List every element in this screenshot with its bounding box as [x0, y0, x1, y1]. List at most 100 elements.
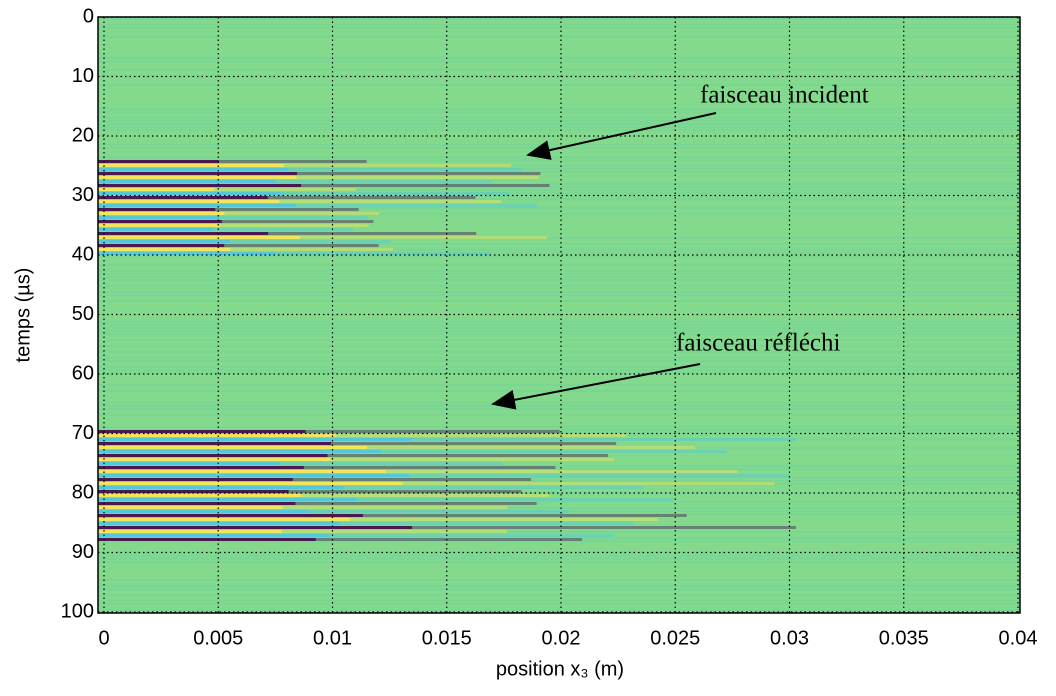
texture-stripe	[350, 518, 659, 521]
texture-stripe	[301, 494, 550, 497]
texture-stripe	[98, 458, 331, 461]
texture-stripe	[98, 160, 219, 163]
texture-stripe	[412, 438, 797, 441]
texture-stripe	[98, 216, 220, 219]
x-tick-label: 0.025	[650, 627, 700, 649]
y-tick-label: 0	[83, 5, 94, 27]
texture-stripe	[218, 160, 367, 163]
texture-stripe	[98, 204, 296, 207]
texture-stripe	[98, 220, 222, 223]
texture-stripe	[98, 212, 225, 215]
y-tick-label: 10	[72, 65, 94, 87]
texture-stripe	[315, 538, 583, 541]
texture-stripe	[230, 248, 393, 251]
texture-stripe	[98, 486, 344, 489]
texture-stripe	[274, 252, 491, 255]
texture-stripe	[98, 192, 283, 195]
texture-stripe	[98, 176, 297, 179]
texture-stripe	[329, 534, 614, 537]
texture-stripe	[98, 240, 230, 243]
texture-stripe	[297, 172, 541, 175]
texture-stripe	[98, 188, 215, 191]
texture-stripe	[98, 430, 306, 433]
texture-stripe	[98, 438, 413, 441]
texture-stripe	[98, 510, 310, 513]
y-tick-label: 60	[72, 362, 94, 384]
x-tick-label: 0	[98, 627, 109, 649]
heatmap-texture	[98, 18, 1020, 611]
texture-stripe	[330, 458, 615, 461]
texture-stripe	[282, 506, 508, 509]
texture-stripe	[98, 236, 300, 239]
texture-stripe	[402, 482, 775, 485]
texture-stripe	[98, 442, 332, 445]
x-tick-label: 0.005	[193, 627, 243, 649]
y-tick-label: 40	[72, 243, 94, 265]
texture-stripe	[98, 180, 276, 183]
annotation: faisceau incident	[700, 82, 869, 109]
y-tick-label: 80	[72, 481, 94, 503]
texture-stripe	[229, 240, 391, 243]
texture-stripe	[98, 172, 298, 175]
texture-stripe	[98, 502, 296, 505]
annotation-arrow	[491, 363, 701, 410]
texture-stripe	[98, 462, 280, 465]
texture-stripe	[412, 526, 797, 529]
texture-stripe	[219, 224, 369, 227]
texture-stripe	[305, 430, 560, 433]
texture-stripe	[98, 224, 220, 227]
annotation: faisceau réfléchi	[676, 330, 841, 357]
texture-stripe	[98, 168, 289, 171]
texture-stripe	[98, 530, 282, 533]
texture-stripe	[98, 518, 351, 521]
texture-stripe	[98, 228, 213, 231]
texture-stripe	[279, 462, 503, 465]
y-tick-label: 100	[61, 600, 94, 622]
x-tick-label: 0.04	[999, 627, 1038, 649]
texture-stripe	[98, 514, 363, 517]
texture-stripe	[283, 164, 511, 167]
texture-stripe	[219, 216, 368, 219]
texture-stripe	[301, 184, 550, 187]
texture-stripe	[98, 482, 403, 485]
texture-stripe	[98, 252, 275, 255]
texture-stripe	[275, 180, 492, 183]
texture-stripe	[295, 204, 537, 207]
texture-stripe	[98, 248, 231, 251]
y-tick-label: 70	[72, 422, 94, 444]
texture-stripe	[356, 498, 673, 501]
texture-stripe	[98, 164, 284, 167]
y-tick-label: 20	[72, 124, 94, 146]
texture-stripe	[224, 244, 379, 247]
texture-stripe	[292, 478, 532, 481]
texture-stripe	[98, 196, 268, 199]
texture-stripe	[339, 522, 635, 525]
plot-frame	[97, 16, 1021, 614]
texture-stripe	[331, 442, 617, 445]
texture-stripe	[335, 434, 627, 437]
y-tick-label: 90	[72, 541, 94, 563]
texture-stripe	[98, 466, 304, 469]
x-axis-label: position x₃ (m)	[496, 658, 624, 680]
texture-stripe	[224, 212, 380, 215]
texture-stripe	[98, 538, 316, 541]
annotation-arrow	[526, 112, 717, 160]
texture-stripe	[98, 526, 413, 529]
texture-stripe	[381, 450, 727, 453]
texture-stripe	[268, 232, 477, 235]
y-tick-label: 50	[72, 303, 94, 325]
texture-stripe	[98, 474, 410, 477]
texture-stripe	[212, 228, 353, 231]
texture-stripe	[98, 470, 386, 473]
texture-stripe	[98, 490, 289, 493]
texture-stripe	[309, 510, 569, 513]
texture-stripe	[98, 184, 302, 187]
texture-stripe	[221, 220, 374, 223]
texture-stripe	[303, 466, 556, 469]
texture-stripe	[288, 168, 522, 171]
texture-stripe	[214, 188, 357, 191]
texture-stripe	[295, 502, 537, 505]
texture-stripe	[98, 534, 330, 537]
